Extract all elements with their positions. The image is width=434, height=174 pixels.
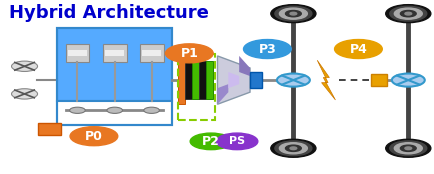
- Circle shape: [285, 10, 301, 17]
- Circle shape: [389, 6, 426, 21]
- FancyBboxPatch shape: [177, 56, 185, 104]
- Text: P2: P2: [202, 135, 220, 148]
- Circle shape: [393, 8, 421, 19]
- Circle shape: [285, 145, 301, 151]
- FancyBboxPatch shape: [206, 61, 212, 99]
- Circle shape: [279, 8, 307, 19]
- Circle shape: [70, 127, 118, 146]
- FancyBboxPatch shape: [185, 61, 192, 99]
- Text: P1: P1: [180, 47, 198, 60]
- Circle shape: [391, 74, 424, 87]
- Circle shape: [385, 5, 430, 23]
- Circle shape: [216, 133, 257, 150]
- FancyBboxPatch shape: [66, 44, 89, 62]
- FancyBboxPatch shape: [192, 61, 199, 99]
- Text: PS: PS: [228, 136, 244, 146]
- FancyBboxPatch shape: [102, 44, 126, 62]
- Text: P0: P0: [85, 130, 102, 143]
- Circle shape: [274, 141, 311, 156]
- FancyBboxPatch shape: [57, 28, 171, 101]
- Polygon shape: [217, 56, 250, 104]
- Polygon shape: [239, 56, 250, 76]
- Text: P3: P3: [258, 42, 276, 56]
- FancyBboxPatch shape: [370, 74, 386, 86]
- Circle shape: [289, 147, 296, 150]
- Circle shape: [385, 139, 430, 157]
- FancyBboxPatch shape: [57, 101, 171, 125]
- Circle shape: [389, 141, 426, 156]
- Circle shape: [243, 39, 290, 58]
- Circle shape: [399, 145, 415, 151]
- FancyBboxPatch shape: [139, 44, 163, 62]
- FancyBboxPatch shape: [250, 72, 262, 88]
- Circle shape: [404, 147, 411, 150]
- FancyBboxPatch shape: [141, 50, 161, 56]
- Circle shape: [404, 12, 411, 15]
- Circle shape: [276, 74, 309, 87]
- Circle shape: [279, 143, 307, 154]
- Circle shape: [270, 5, 315, 23]
- Circle shape: [334, 39, 381, 58]
- Circle shape: [274, 6, 311, 21]
- Circle shape: [144, 107, 159, 113]
- Circle shape: [289, 12, 296, 15]
- Circle shape: [69, 107, 85, 113]
- FancyBboxPatch shape: [37, 123, 61, 135]
- Polygon shape: [228, 72, 239, 88]
- FancyBboxPatch shape: [68, 50, 87, 56]
- FancyBboxPatch shape: [199, 61, 206, 99]
- Circle shape: [107, 107, 122, 113]
- Circle shape: [12, 89, 37, 99]
- Circle shape: [165, 44, 213, 63]
- Circle shape: [12, 61, 37, 72]
- Text: Hybrid Architecture: Hybrid Architecture: [10, 4, 209, 22]
- Circle shape: [190, 133, 231, 150]
- Circle shape: [399, 10, 415, 17]
- Polygon shape: [217, 84, 228, 104]
- Circle shape: [270, 139, 315, 157]
- FancyBboxPatch shape: [105, 50, 124, 56]
- Text: P4: P4: [349, 42, 367, 56]
- Polygon shape: [316, 60, 335, 100]
- Circle shape: [393, 143, 421, 154]
